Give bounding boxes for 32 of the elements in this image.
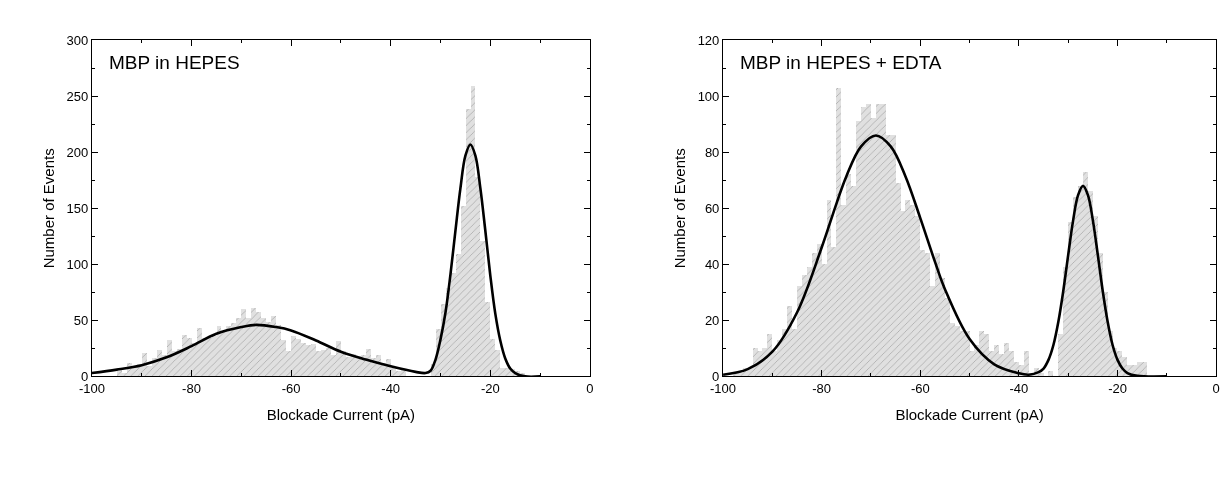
x-tick-label: -20: [1108, 381, 1127, 397]
y-tick-label: 300: [66, 32, 89, 48]
x-tick-label: -60: [910, 381, 930, 397]
y-tick-label: 100: [66, 256, 89, 272]
x-tick-label: 0: [586, 381, 594, 397]
y-tick-label: 0: [80, 368, 89, 384]
y-tick-label: 40: [704, 256, 720, 272]
x-tick-label: -20: [480, 381, 500, 397]
x-tick-label: -40: [1009, 381, 1029, 397]
y-tick-label: 120: [697, 32, 720, 48]
y-axis-title: Number of Events: [670, 148, 688, 269]
x-tick-label: -100: [710, 381, 737, 397]
y-tick-label: 100: [697, 88, 720, 104]
y-tick-label: 60: [704, 200, 720, 216]
x-tick-label: -40: [381, 381, 401, 397]
y-tick-label: 200: [66, 144, 89, 160]
y-tick-label: 250: [66, 88, 89, 104]
x-tick-label: -80: [182, 381, 201, 397]
y-tick-label: 20: [704, 312, 720, 328]
y-tick-label: 150: [66, 200, 89, 216]
y-axis-title: Number of Events: [39, 148, 57, 269]
text: MBP in HEPES + EDTA: [740, 52, 942, 73]
y-tick-label: 0: [712, 368, 720, 384]
x-tick-label: -60: [281, 381, 301, 397]
x-axis-title: Blockade Current (pA): [266, 406, 416, 424]
x-tick-label: 0: [1212, 381, 1220, 397]
x-axis-title: Blockade Current (pA): [895, 406, 1044, 424]
text: MBP in HEPES: [109, 52, 240, 73]
x-tick-label: -100: [78, 381, 105, 397]
x-tick-label: -80: [812, 381, 832, 397]
y-tick-label: 50: [73, 312, 89, 328]
y-tick-label: 80: [704, 144, 720, 160]
